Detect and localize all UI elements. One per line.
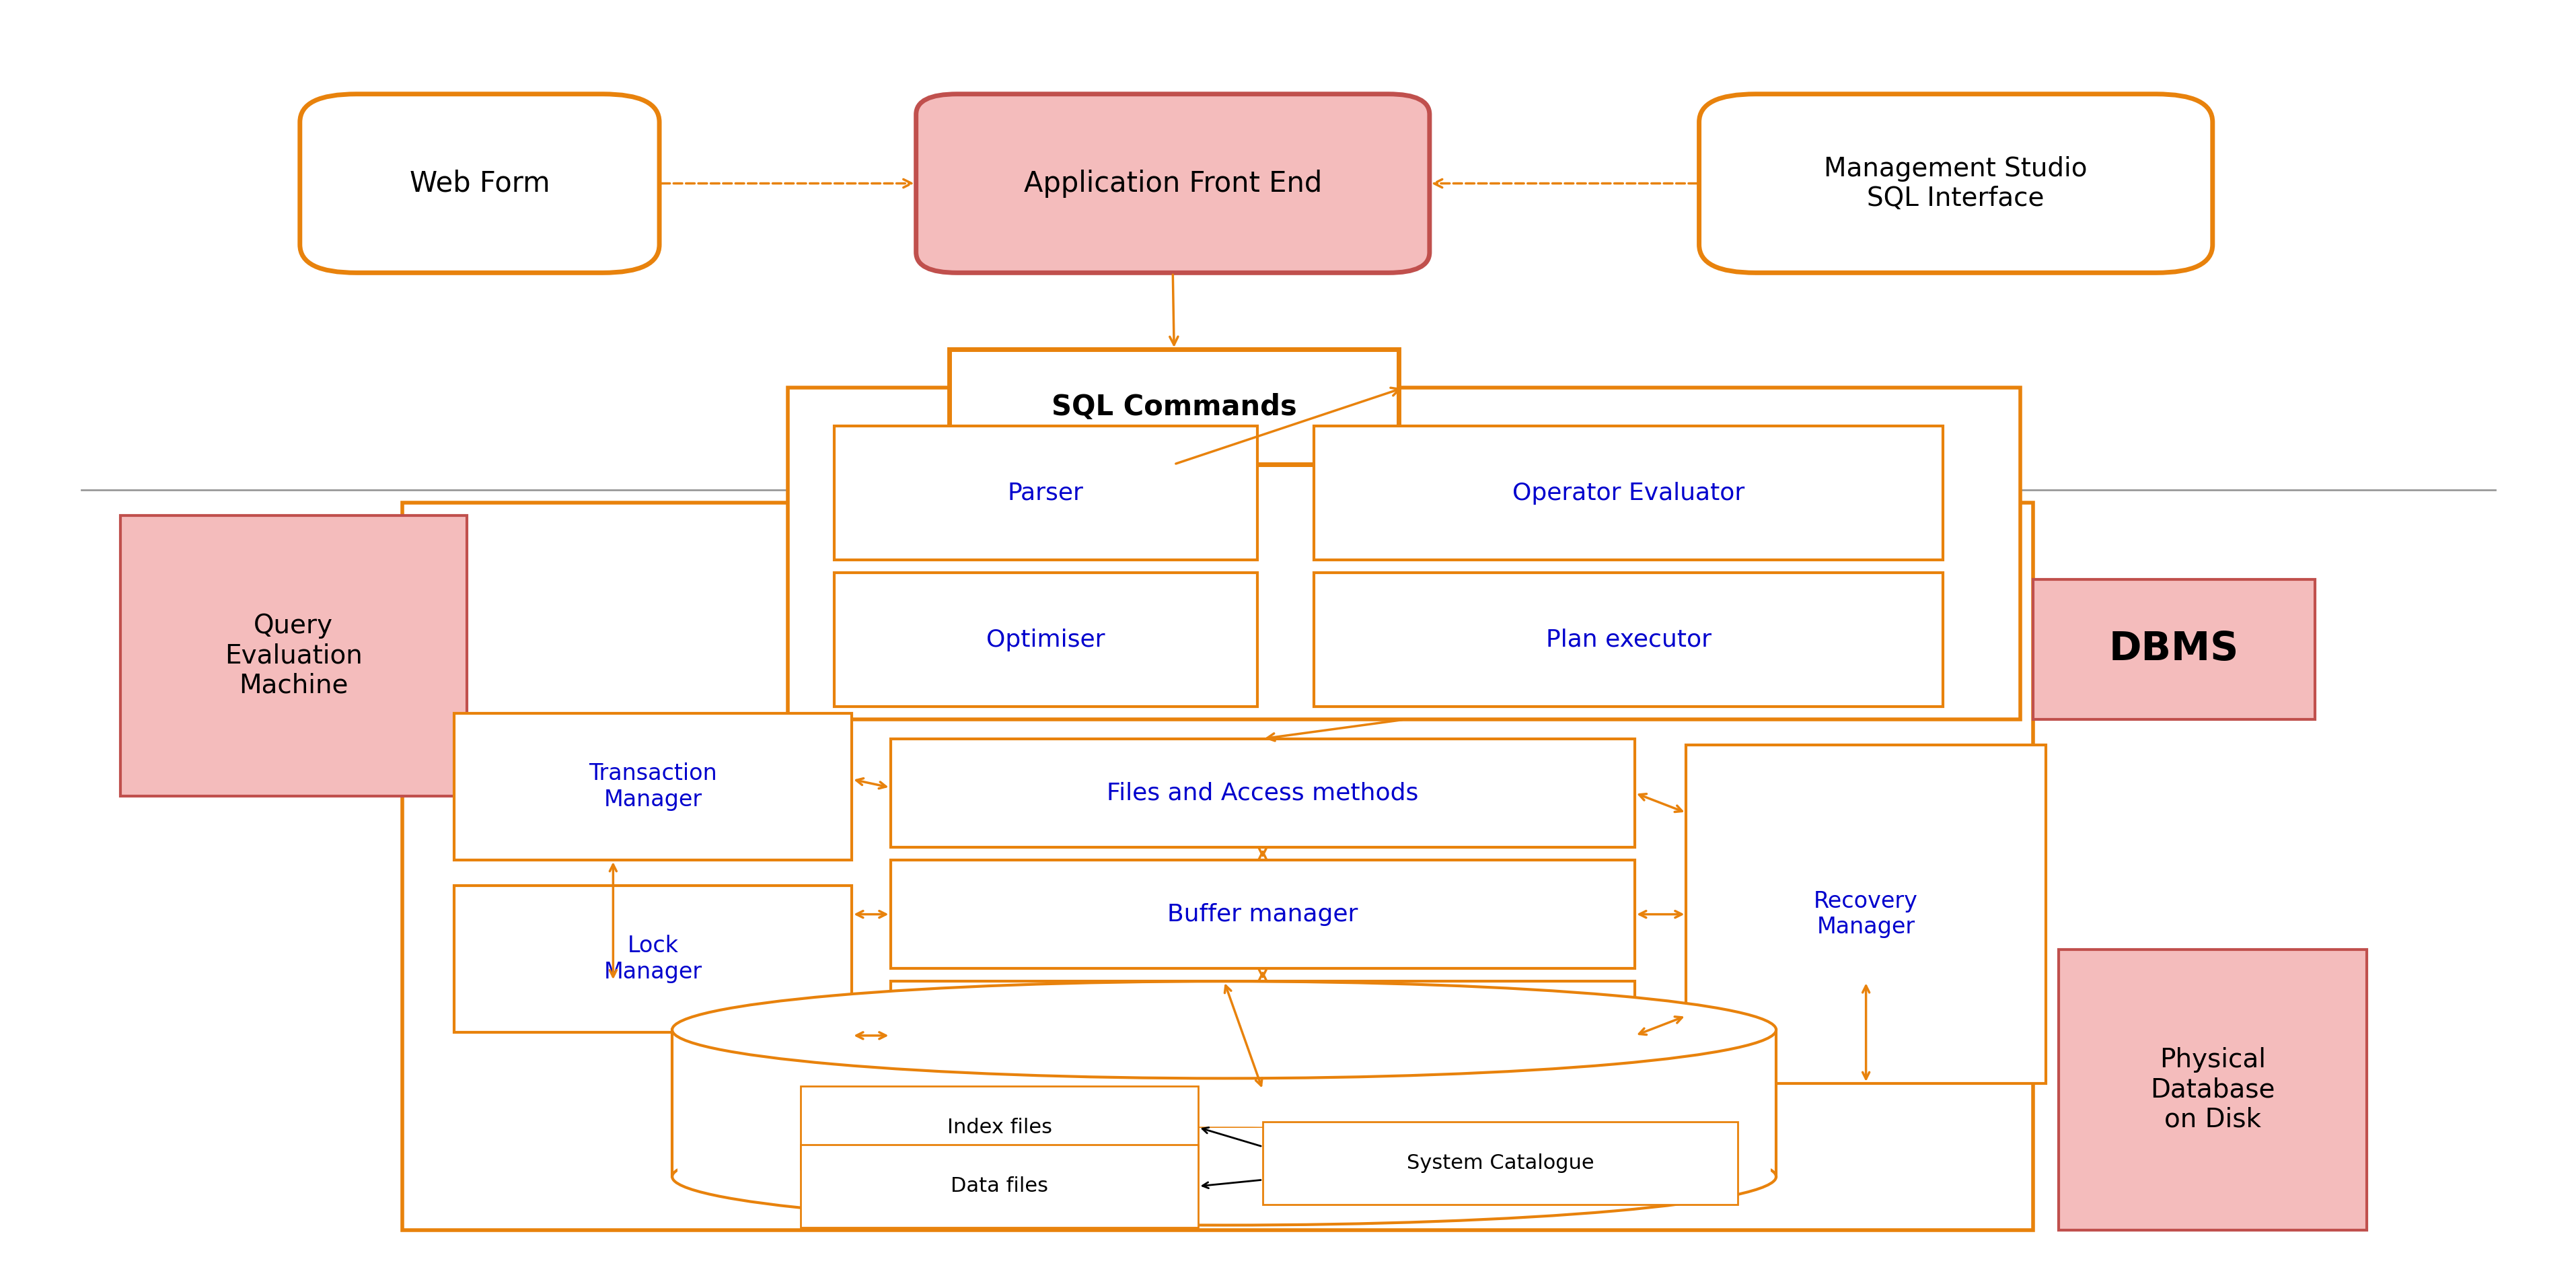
Bar (2058, 949, 2365, 1231)
Bar (2032, 579, 2316, 720)
Text: Query
Evaluation
Machine: Query Evaluation Machine (224, 613, 363, 698)
Text: Optimiser: Optimiser (987, 629, 1105, 651)
Text: Recovery
Manager: Recovery Manager (1814, 890, 1917, 939)
Bar (453, 886, 853, 1033)
Text: Application Front End: Application Front End (1023, 170, 1321, 198)
Text: Files and Access methods: Files and Access methods (1108, 782, 1419, 805)
Bar (891, 738, 1636, 847)
FancyBboxPatch shape (917, 94, 1430, 273)
Text: Data files: Data files (951, 1177, 1048, 1196)
Bar (402, 503, 2032, 1231)
Bar (677, 1128, 1770, 1177)
Text: Web Form: Web Form (410, 170, 549, 198)
Bar (1314, 426, 1942, 559)
Bar (835, 426, 1257, 559)
Bar (801, 1085, 1198, 1169)
FancyBboxPatch shape (299, 94, 659, 273)
Text: Transaction
Manager: Transaction Manager (587, 763, 716, 810)
Bar (948, 350, 1399, 464)
Text: DBMS: DBMS (2110, 630, 2239, 669)
Bar (672, 1030, 1775, 1201)
Text: Parser: Parser (1007, 481, 1084, 504)
Bar (835, 572, 1257, 707)
Text: Index files: Index files (948, 1118, 1051, 1137)
Text: Physical
Database
on Disk: Physical Database on Disk (2148, 1047, 2275, 1132)
Bar (1685, 745, 2045, 1083)
Text: Operator Evaluator: Operator Evaluator (1512, 481, 1744, 504)
Ellipse shape (672, 981, 1775, 1079)
Text: Management Studio
SQL Interface: Management Studio SQL Interface (1824, 156, 2087, 211)
Text: System Catalogue: System Catalogue (1406, 1154, 1595, 1173)
Bar (1262, 1121, 1736, 1205)
Text: SQL Commands: SQL Commands (1051, 392, 1296, 421)
Bar (788, 387, 2020, 720)
Bar (891, 860, 1636, 968)
Text: Buffer manager: Buffer manager (1167, 903, 1358, 926)
Bar (891, 981, 1636, 1089)
Bar (453, 714, 853, 860)
Bar (121, 516, 466, 796)
Ellipse shape (672, 1128, 1775, 1226)
Text: Disk Space manager: Disk Space manager (1136, 1024, 1388, 1047)
Text: Plan executor: Plan executor (1546, 629, 1710, 651)
Bar (1314, 572, 1942, 707)
Text: Lock
Manager: Lock Manager (603, 935, 701, 983)
Bar (801, 1145, 1198, 1228)
FancyBboxPatch shape (1698, 94, 2213, 273)
